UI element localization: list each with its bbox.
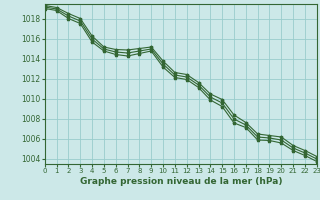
X-axis label: Graphe pression niveau de la mer (hPa): Graphe pression niveau de la mer (hPa) — [80, 177, 282, 186]
